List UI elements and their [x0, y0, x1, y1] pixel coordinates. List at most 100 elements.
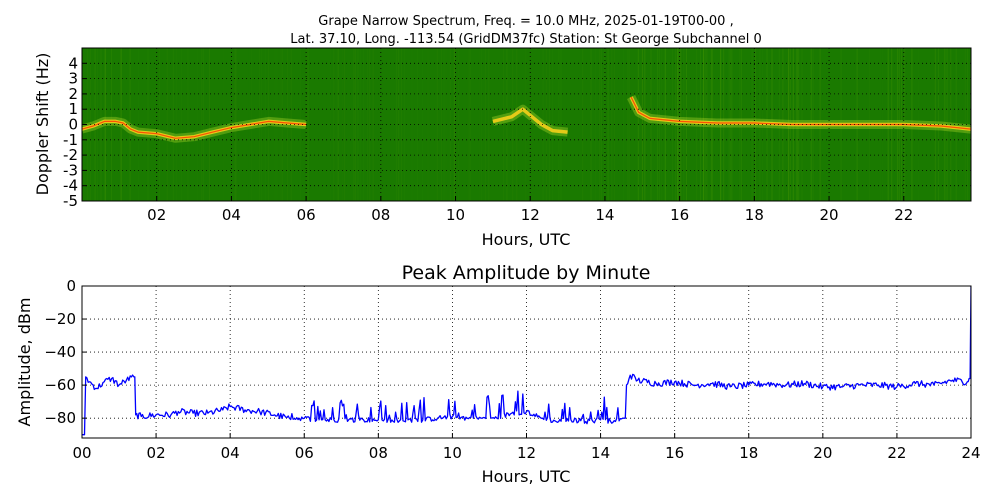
amplitude-panel: Peak Amplitude by Minute 00 02 04 06 08 10 12 1…	[15, 262, 981, 486]
noise-streak	[201, 48, 203, 201]
noise-streak	[119, 48, 121, 201]
noise-streak	[372, 48, 374, 201]
y-tick-label: −20	[44, 310, 76, 328]
noise-streak	[417, 48, 419, 201]
noise-streak	[440, 48, 442, 201]
noise-streak	[480, 48, 482, 201]
noise-streak	[355, 48, 357, 201]
noise-streak	[943, 48, 945, 201]
noise-streak	[476, 48, 477, 201]
x-tick-label: 24	[961, 444, 980, 462]
y-tick-label: −80	[44, 409, 76, 427]
noise-streak	[680, 48, 682, 201]
x-tick-label: 04	[221, 444, 240, 462]
y-tick-label: -3	[63, 161, 78, 179]
noise-streak	[353, 48, 355, 201]
noise-streak	[589, 48, 590, 201]
noise-streak	[110, 48, 112, 201]
spectrogram-y-axis-label: Doppler Shift (Hz)	[33, 53, 52, 196]
noise-streak	[202, 48, 204, 201]
spectrogram-x-axis-label: Hours, UTC	[482, 230, 571, 249]
noise-streak	[699, 48, 701, 201]
noise-streak	[703, 48, 704, 201]
y-tick-label: 3	[68, 70, 78, 88]
noise-streak	[623, 48, 624, 201]
noise-streak	[158, 48, 160, 201]
noise-streak	[369, 48, 371, 201]
noise-streak	[675, 48, 677, 201]
x-tick-label: 22	[887, 444, 906, 462]
y-tick-label: 2	[68, 85, 78, 103]
amplitude-y-axis-label: Amplitude, dBm	[15, 298, 34, 427]
noise-streak	[401, 48, 402, 201]
noise-streak	[87, 48, 89, 201]
noise-streak	[181, 48, 182, 201]
noise-streak	[307, 48, 309, 201]
noise-streak	[209, 48, 211, 201]
x-tick-label: 18	[745, 206, 764, 224]
noise-streak	[367, 48, 369, 201]
noise-streak	[168, 48, 169, 201]
noise-streak	[235, 48, 237, 201]
noise-streak	[411, 48, 412, 201]
x-tick-label: 06	[295, 444, 314, 462]
x-tick-label: 20	[813, 444, 832, 462]
y-tick-label: 1	[68, 100, 78, 118]
y-tick-label: 4	[68, 54, 78, 72]
noise-streak	[964, 48, 966, 201]
x-tick-label: 12	[517, 444, 536, 462]
noise-streak	[357, 48, 359, 201]
signal-peak	[82, 120, 307, 139]
noise-streak	[166, 48, 168, 201]
noise-streak	[611, 48, 613, 201]
spectrogram-x-ticks: 02 04 06 08 10 12 14 16 18 20 22	[147, 196, 913, 224]
y-tick-label: -5	[63, 192, 78, 210]
amplitude-y-ticks: 0 −20 −40 −60 −80	[44, 277, 87, 427]
noise-streak	[549, 48, 551, 201]
noise-streak	[444, 48, 445, 201]
y-tick-label: -2	[63, 146, 78, 164]
signal-band	[492, 107, 568, 134]
noise-streak	[628, 48, 630, 201]
noise-streak	[219, 48, 220, 201]
x-tick-label: 02	[147, 206, 166, 224]
noise-streak	[661, 48, 663, 201]
noise-streak	[104, 48, 106, 201]
x-tick-label: 10	[446, 206, 465, 224]
noise-streak	[627, 48, 629, 201]
x-tick-label: 04	[222, 206, 241, 224]
noise-streak	[644, 48, 646, 201]
noise-streak	[396, 48, 398, 201]
noise-streak	[164, 48, 165, 201]
y-tick-label: 0	[66, 277, 76, 295]
noise-streak	[465, 48, 466, 201]
noise-streak	[704, 48, 705, 201]
noise-streak	[664, 48, 666, 201]
noise-streak	[580, 48, 581, 201]
noise-streak	[308, 48, 309, 201]
noise-streak	[329, 48, 330, 201]
noise-streak	[515, 48, 517, 201]
y-tick-label: -4	[63, 177, 78, 195]
x-tick-label: 16	[665, 444, 684, 462]
x-tick-label: 02	[147, 444, 166, 462]
noise-streak	[451, 48, 452, 201]
noise-streak	[590, 48, 592, 201]
noise-streak	[420, 48, 421, 201]
amplitude-title: Peak Amplitude by Minute	[402, 262, 651, 284]
y-tick-label: 0	[68, 116, 78, 134]
noise-streak	[706, 48, 708, 201]
y-tick-label: −60	[44, 376, 76, 394]
amplitude-series	[82, 286, 971, 436]
noise-streak	[607, 48, 609, 201]
spectrogram-title-line2: Lat. 37.10, Long. -113.54 (GridDM37fc) S…	[290, 32, 761, 47]
noise-streak	[702, 48, 704, 201]
noise-streak	[664, 48, 666, 201]
spectrogram-title-line1: Grape Narrow Spectrum, Freq. = 10.0 MHz,…	[318, 14, 733, 29]
x-tick-label: 12	[521, 206, 540, 224]
noise-streak	[552, 48, 554, 201]
noise-streak	[187, 48, 189, 201]
noise-streak	[145, 48, 146, 201]
noise-streak	[427, 48, 428, 201]
x-tick-label: 14	[591, 444, 610, 462]
